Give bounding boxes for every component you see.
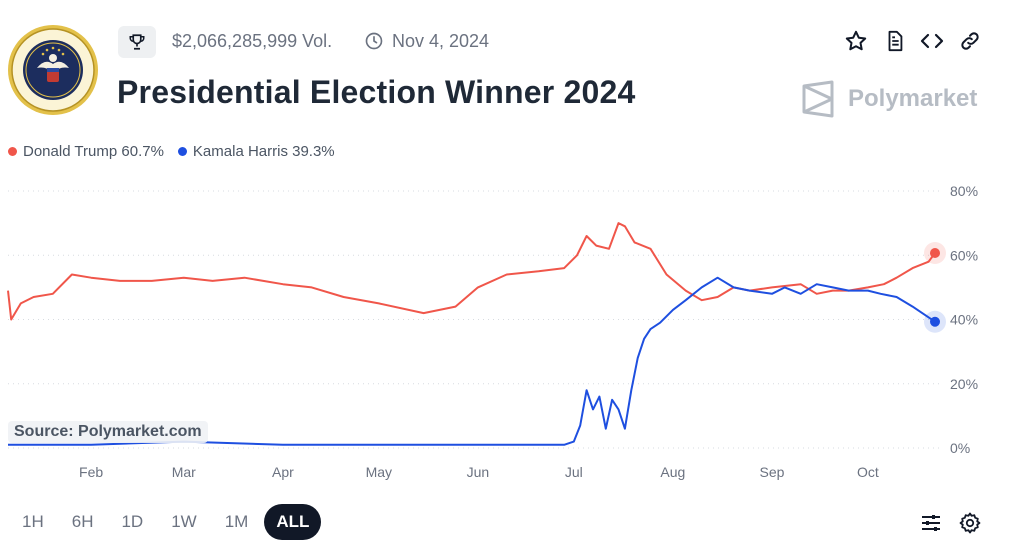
x-tick-label: Jul [565, 464, 583, 480]
legend-item-harris: Kamala Harris 39.3% [177, 143, 335, 160]
y-tick-label: 20% [950, 376, 978, 392]
y-tick-label: 80% [950, 183, 978, 199]
x-tick-label: May [366, 464, 392, 480]
series-line-harris [8, 276, 936, 446]
range-6h-button[interactable]: 6H [71, 512, 94, 531]
endpoint-dot [930, 316, 940, 327]
x-tick-label: Aug [660, 464, 685, 480]
y-tick-label: 0% [950, 440, 970, 456]
time-range-selector: 1H 6H 1D 1W 1M ALL [10, 504, 325, 540]
sliders-icon[interactable] [918, 510, 944, 536]
series-line-trump [7, 222, 936, 321]
legend-item-trump: Donald Trump 60.7% [8, 143, 164, 160]
polymarket-logo-icon [802, 80, 834, 118]
presidential-seal-logo [7, 24, 99, 116]
volume-text: $2,066,285,999 Vol. [172, 31, 333, 51]
y-tick-label: 60% [950, 247, 978, 263]
range-1m-button[interactable]: 1M [224, 512, 249, 531]
legend-label-harris: Kamala Harris 39.3% [192, 143, 335, 160]
x-tick-label: Apr [272, 464, 294, 480]
x-tick-label: Sep [760, 464, 785, 480]
clock-icon [364, 31, 384, 51]
x-tick-label: Oct [857, 464, 879, 480]
legend-label-trump: Donald Trump 60.7% [23, 143, 164, 160]
trophy-icon [129, 34, 145, 50]
range-1h-button[interactable]: 1H [22, 512, 44, 531]
gear-icon[interactable] [957, 510, 983, 536]
y-tick-label: 40% [950, 312, 978, 328]
source-label: Source: Polymarket.com [8, 421, 208, 443]
range-1d-button[interactable]: 1D [121, 512, 144, 531]
polymarket-brand: Polymarket [800, 80, 985, 118]
range-all-button[interactable]: ALL [264, 504, 322, 540]
legend-dot-trump [8, 147, 17, 156]
brand-name: Polymarket [848, 85, 978, 112]
x-tick-label: Feb [79, 464, 103, 480]
x-tick-label: Jun [467, 464, 490, 480]
star-icon[interactable] [843, 28, 869, 54]
end-date: Nov 4, 2024 [392, 31, 490, 51]
range-1w-button[interactable]: 1W [171, 512, 197, 531]
page-title: Presidential Election Winner 2024 [117, 74, 636, 110]
endpoint-dot [930, 248, 940, 259]
chart-legend: Donald Trump 60.7% Kamala Harris 39.3% [8, 143, 349, 160]
legend-dot-harris [177, 147, 187, 156]
code-icon[interactable] [919, 28, 945, 54]
link-icon[interactable] [957, 28, 983, 54]
x-tick-label: Mar [172, 464, 196, 480]
price-history-chart[interactable]: 0% 20% 40% 60% 80% Feb Mar Apr May Jun Jul Aug Sep Oc… [0, 170, 1017, 490]
trophy-badge[interactable] [118, 26, 156, 58]
document-icon[interactable] [882, 28, 908, 54]
